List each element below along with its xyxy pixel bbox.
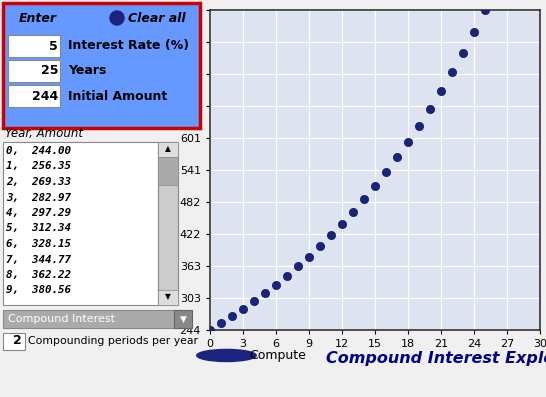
- FancyBboxPatch shape: [158, 290, 178, 305]
- Text: ▼: ▼: [180, 314, 186, 324]
- Text: 5: 5: [49, 39, 58, 52]
- Text: 5,  312.34: 5, 312.34: [6, 224, 71, 233]
- Text: ▲: ▲: [165, 145, 171, 154]
- Point: [239, 306, 247, 312]
- Point: [217, 320, 225, 327]
- Point: [403, 139, 412, 145]
- FancyBboxPatch shape: [3, 142, 158, 305]
- Text: Compound Interest Explorer: Compound Interest Explorer: [325, 351, 546, 366]
- Point: [459, 50, 467, 56]
- Text: 244: 244: [32, 89, 58, 102]
- Point: [206, 327, 215, 333]
- Text: ▼: ▼: [165, 293, 171, 301]
- Text: Enter: Enter: [19, 12, 57, 25]
- FancyBboxPatch shape: [8, 60, 60, 82]
- Text: 25: 25: [40, 64, 58, 77]
- Circle shape: [197, 349, 256, 362]
- Point: [283, 273, 292, 279]
- Text: Year, Amount: Year, Amount: [5, 127, 83, 139]
- Point: [382, 169, 390, 175]
- Text: 6,  328.15: 6, 328.15: [6, 239, 71, 249]
- FancyBboxPatch shape: [158, 142, 178, 305]
- Text: Compounding periods per year: Compounding periods per year: [28, 336, 198, 346]
- Point: [371, 183, 379, 189]
- Text: 1,  256.35: 1, 256.35: [6, 162, 71, 172]
- Text: 2,  269.33: 2, 269.33: [6, 177, 71, 187]
- Text: 9,  380.56: 9, 380.56: [6, 285, 71, 295]
- FancyBboxPatch shape: [3, 3, 200, 128]
- Text: Clear all: Clear all: [128, 12, 186, 25]
- FancyBboxPatch shape: [8, 35, 60, 57]
- FancyBboxPatch shape: [8, 85, 60, 107]
- Text: Compound Interest: Compound Interest: [8, 314, 115, 324]
- Circle shape: [110, 11, 124, 25]
- Point: [414, 123, 423, 129]
- Point: [360, 196, 369, 202]
- Point: [393, 154, 401, 160]
- Text: 0,  244.00: 0, 244.00: [6, 146, 71, 156]
- FancyBboxPatch shape: [158, 157, 178, 185]
- FancyBboxPatch shape: [174, 310, 192, 328]
- Point: [260, 290, 269, 297]
- Point: [305, 253, 313, 260]
- Point: [294, 263, 302, 270]
- Text: 8,  362.22: 8, 362.22: [6, 270, 71, 280]
- Point: [426, 106, 435, 112]
- Text: Years: Years: [68, 64, 106, 77]
- Point: [337, 221, 346, 227]
- Text: 3,  282.97: 3, 282.97: [6, 193, 71, 202]
- Point: [448, 69, 456, 75]
- Point: [228, 313, 236, 320]
- Point: [349, 209, 358, 215]
- Point: [437, 88, 446, 94]
- Point: [250, 298, 258, 304]
- Point: [480, 7, 489, 13]
- Point: [316, 243, 324, 249]
- Text: 4,  297.29: 4, 297.29: [6, 208, 71, 218]
- Text: 2: 2: [13, 335, 22, 347]
- Point: [271, 281, 280, 288]
- Text: Interest Rate (%): Interest Rate (%): [68, 39, 189, 52]
- Text: Initial Amount: Initial Amount: [68, 89, 167, 102]
- Point: [470, 29, 478, 35]
- Text: 7,  344.77: 7, 344.77: [6, 254, 71, 264]
- Text: Compute: Compute: [250, 349, 306, 362]
- FancyBboxPatch shape: [3, 310, 181, 328]
- FancyBboxPatch shape: [3, 333, 25, 350]
- FancyBboxPatch shape: [158, 142, 178, 157]
- Point: [327, 232, 335, 239]
